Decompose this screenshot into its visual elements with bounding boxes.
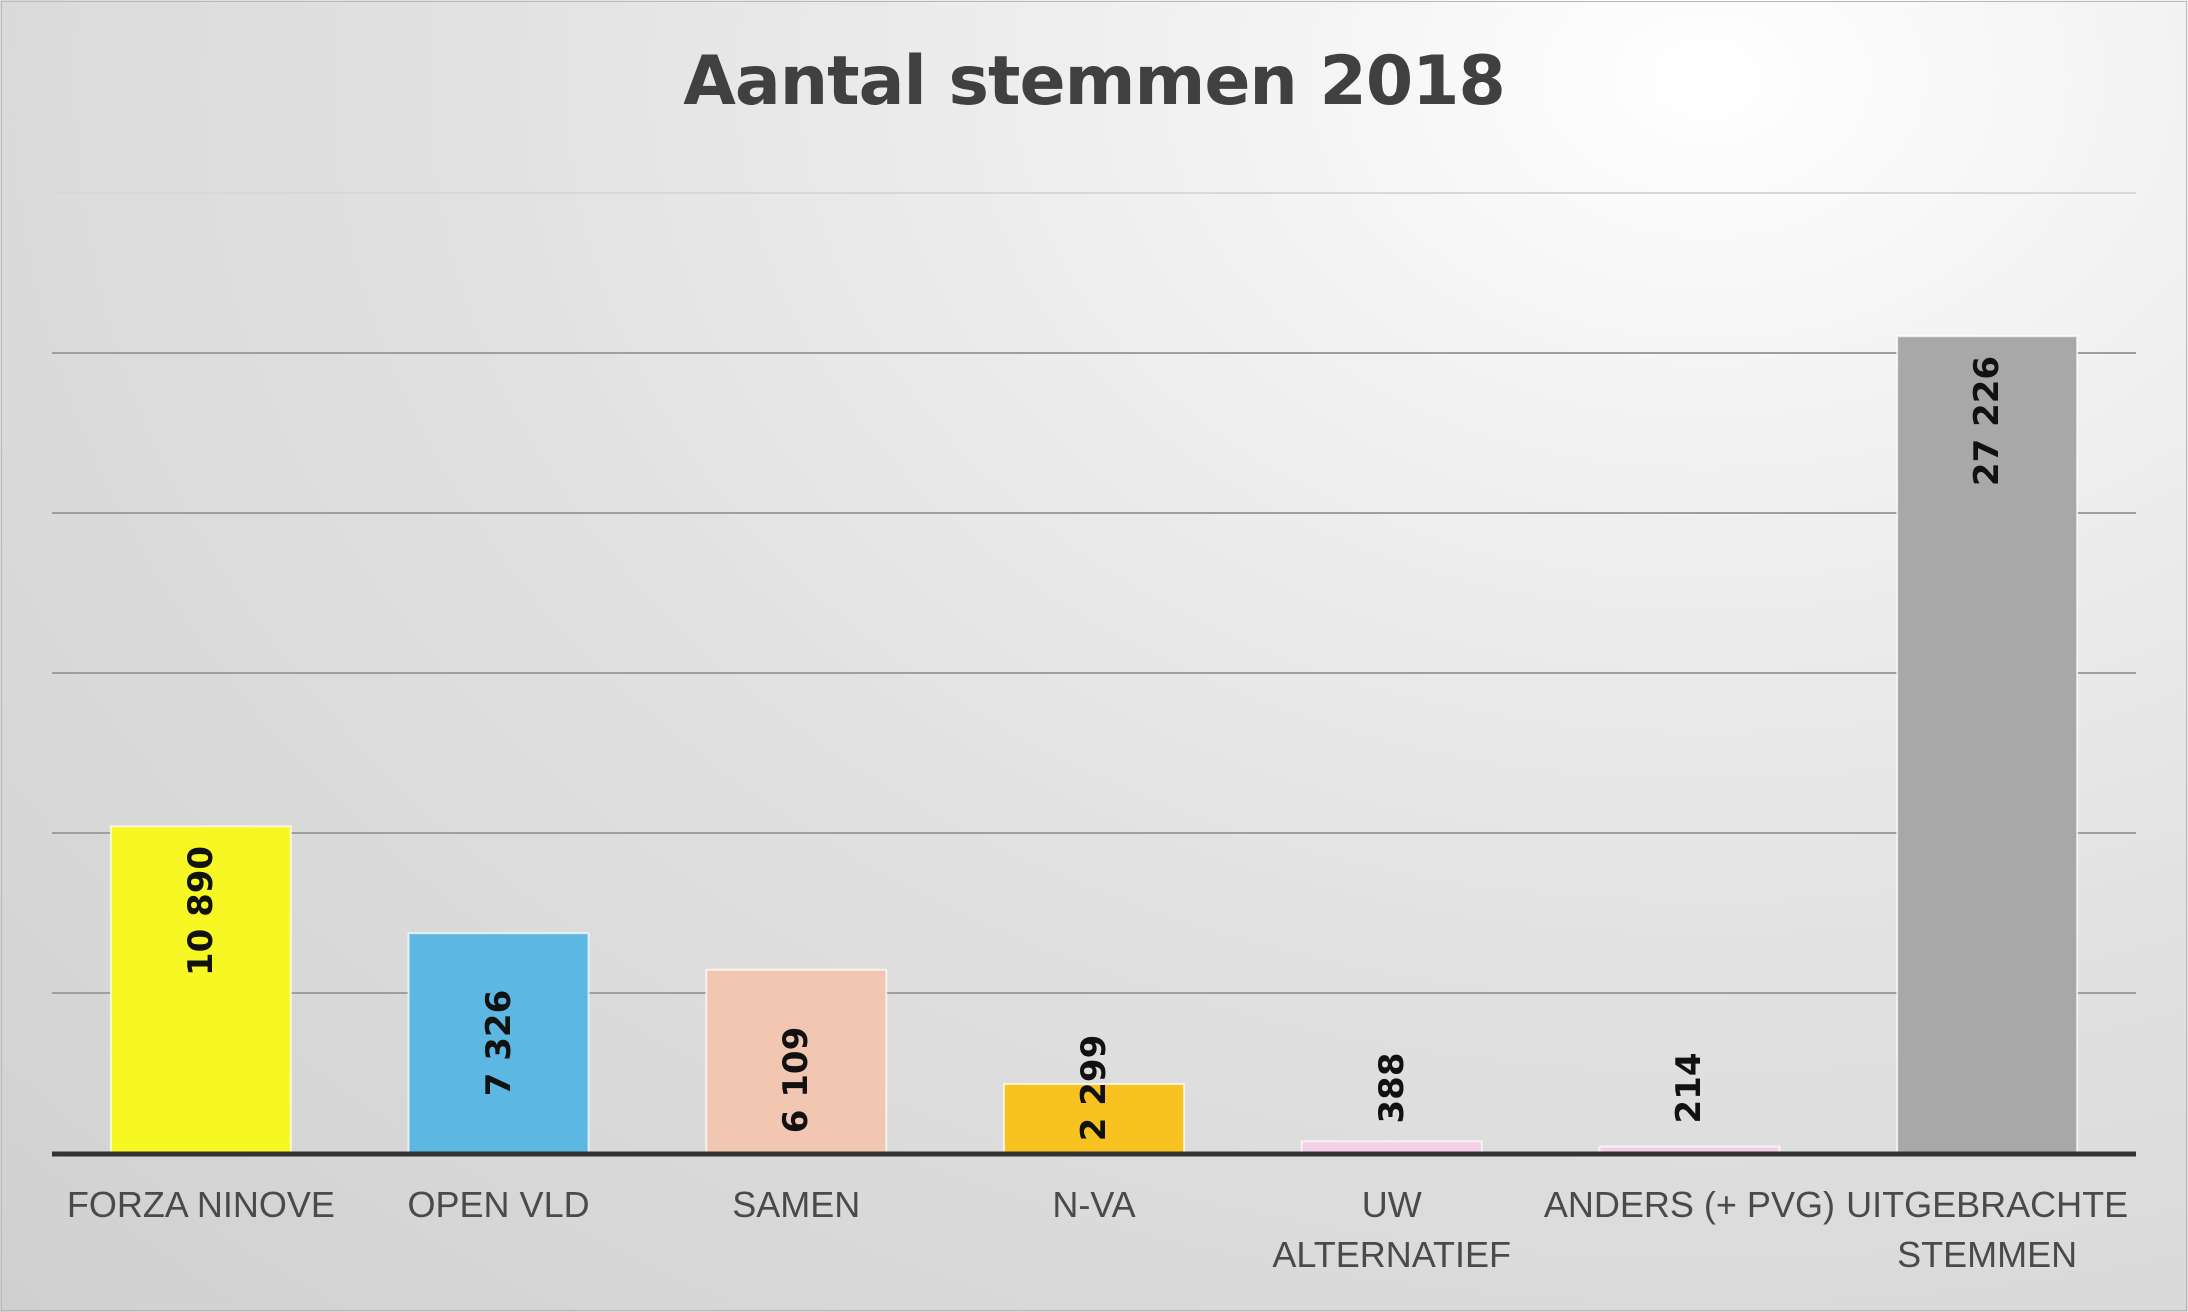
x-tick-label: SAMEN (732, 1184, 861, 1225)
x-tick-label: OPEN VLD (407, 1184, 590, 1225)
data-label: 2 299 (1074, 1034, 1114, 1142)
bar-samen (705, 968, 888, 1154)
data-label: 214 (1669, 1052, 1710, 1124)
chart-title: Aantal stemmen 2018 (683, 42, 1506, 121)
bar-forza-ninove (109, 825, 292, 1154)
x-tick-label: ANDERS (+ PVG) (1543, 1184, 1835, 1225)
bar-n-va (1003, 1083, 1185, 1155)
x-tick-label: UITGEBRACHTE STEMMEN (1846, 1184, 2129, 1275)
data-label: 7 326 (478, 989, 519, 1097)
x-tick-label: N-VA (1052, 1184, 1136, 1225)
data-label: 27 226 (1967, 356, 2008, 487)
data-label: 388 (1371, 1052, 1412, 1124)
data-label: 10 890 (180, 846, 221, 977)
x-tick-label: FORZA NINOVE (66, 1184, 335, 1225)
bar-open-vld (407, 932, 590, 1154)
x-tick-label: UW ALTERNATIEF (1272, 1184, 1512, 1275)
data-label: 6 109 (776, 1026, 817, 1133)
bar-uitgebrachte-stemmen (1896, 335, 2079, 1155)
